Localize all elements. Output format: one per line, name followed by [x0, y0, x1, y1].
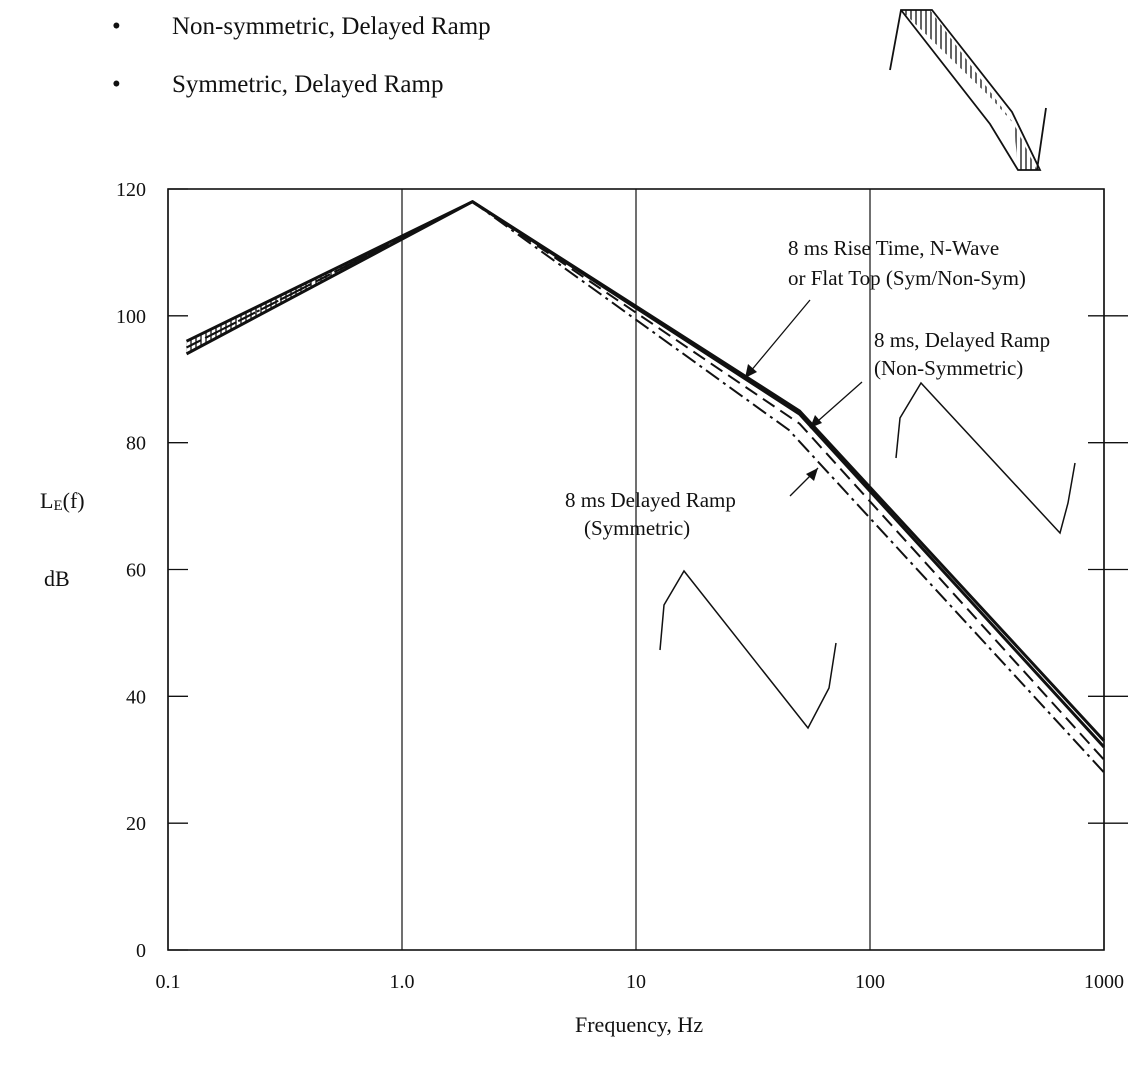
bullet-dot-icon: • [112, 71, 121, 98]
x-axis-title: Frequency, Hz [575, 1012, 703, 1037]
y-tick-label: 40 [126, 686, 146, 708]
annotation-nwave: 8 ms Rise Time, N-Wave or Flat Top (Sym/… [744, 236, 1026, 379]
annotation-line: or Flat Top (Sym/Non-Sym) [788, 266, 1026, 290]
x-tick-label: 1.0 [390, 971, 415, 993]
annotation-nonsymmetric: 8 ms, Delayed Ramp (Non-Symmetric) [809, 328, 1050, 429]
bullet-label: Symmetric, Delayed Ramp [172, 71, 444, 98]
x-tick-label: 100 [855, 971, 885, 993]
annotation-symmetric: 8 ms Delayed Ramp (Symmetric) [565, 467, 819, 540]
bullet-dot-icon: • [112, 13, 121, 40]
y-tick-label: 120 [116, 179, 146, 201]
bullet-label: Non-symmetric, Delayed Ramp [172, 13, 491, 40]
series-line-2 [185, 200, 1106, 749]
y-tick-label: 20 [126, 813, 146, 835]
annotation-line: 8 ms Rise Time, N-Wave [788, 236, 999, 260]
y-axis-title-main: LE(f) [40, 488, 85, 514]
legend-bullet-symmetric: • Symmetric, Delayed Ramp [112, 70, 443, 100]
x-tick-label: 10 [626, 971, 646, 993]
x-tick-label: 0.1 [156, 971, 181, 993]
waveform-icon-nwave [889, 9, 1047, 171]
series-line-4 [186, 200, 1105, 774]
series-group [185, 200, 1106, 774]
x-tick-label: 1000 [1084, 971, 1124, 993]
y-axis-title: dB [44, 566, 70, 591]
y-tick-label: 0 [136, 940, 146, 962]
y-tick-label: 100 [116, 306, 146, 328]
y-tick-label: 80 [126, 433, 146, 455]
annotation-line: (Symmetric) [584, 516, 690, 540]
annotation-line: (Non-Symmetric) [874, 356, 1023, 380]
tick-labels: 0 20 40 60 80 100 120 0.1 1.0 10 100 1000 [116, 179, 1124, 993]
axis-ticks [168, 188, 1128, 951]
waveform-icon-ramp-middle [659, 569, 837, 730]
annotation-line: 8 ms Delayed Ramp [565, 488, 736, 512]
vertical-grid [167, 189, 1105, 950]
waveform-icon-ramp-right [895, 381, 1076, 535]
legend-bullet-nonsymmetric: • Non-symmetric, Delayed Ramp [112, 12, 491, 42]
annotation-line: 8 ms, Delayed Ramp [874, 328, 1050, 352]
y-tick-label: 60 [126, 560, 146, 582]
